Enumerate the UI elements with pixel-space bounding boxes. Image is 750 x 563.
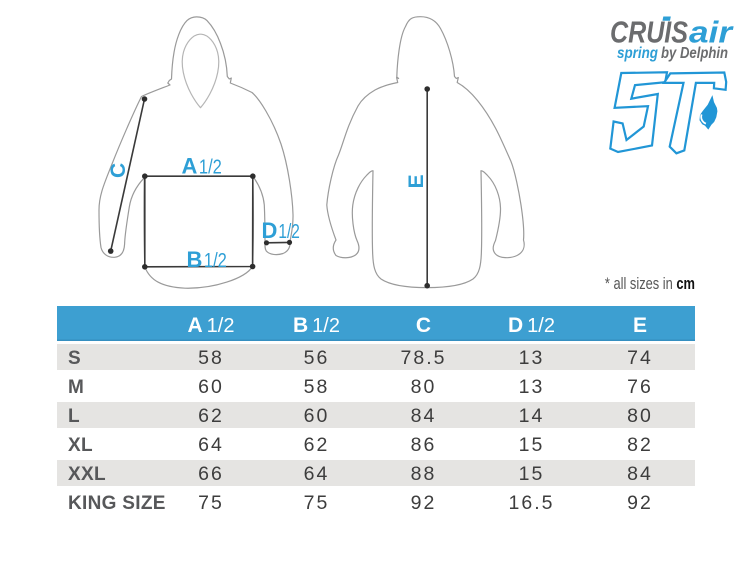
svg-text:by Delphin: by Delphin — [661, 45, 728, 62]
svg-text:E: E — [405, 174, 428, 188]
svg-text:A1/2: A1/2 — [182, 154, 222, 179]
svg-text:CRUIS: CRUIS — [610, 15, 688, 50]
svg-text:D1/2: D1/2 — [262, 218, 300, 243]
svg-text:C: C — [107, 163, 130, 178]
svg-text:spring: spring — [617, 45, 658, 62]
svg-text:air: air — [689, 15, 734, 50]
svg-text:B1/2: B1/2 — [187, 247, 227, 272]
